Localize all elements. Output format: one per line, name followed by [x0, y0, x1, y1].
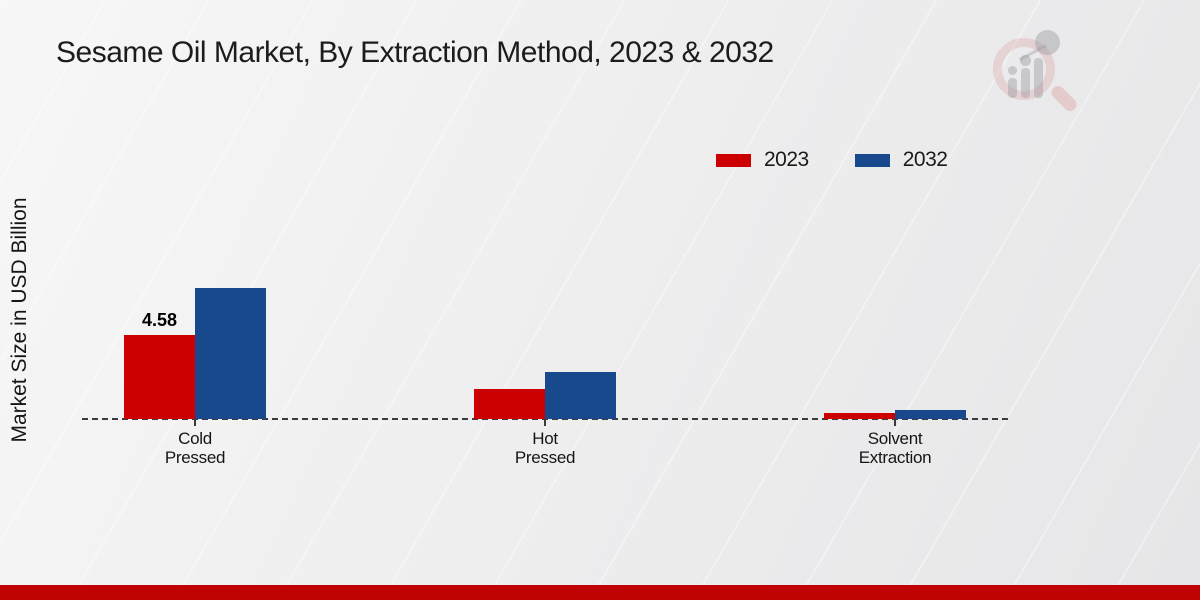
legend-label-2032: 2032 [902, 148, 948, 171]
category-label-cold-pressed: Cold Pressed [95, 429, 295, 467]
legend-label-2023: 2023 [764, 148, 809, 171]
axis-tick [894, 420, 896, 426]
logo-magnifier-ring [993, 38, 1055, 100]
logo-bar-tall [1034, 58, 1043, 98]
footer-red-band [0, 585, 1200, 600]
bar-cold-pressed-2023 [124, 335, 195, 419]
category-label-line2: Extraction [858, 448, 932, 467]
magnifier-bar-chart-logo-icon [993, 26, 1085, 118]
logo-bar-medium [1021, 68, 1030, 98]
logo-dot-large [1035, 30, 1060, 55]
category-label-solvent-extraction: Solvent Extraction [795, 429, 995, 467]
chart-title: Sesame Oil Market, By Extraction Method,… [56, 36, 774, 69]
axis-tick [544, 420, 546, 426]
bar-solvent-extraction-2032 [895, 409, 966, 419]
x-axis-baseline [82, 418, 1008, 420]
bar-cold-pressed-2032 [195, 288, 266, 419]
axis-tick [194, 420, 196, 426]
logo-dot-medium [1020, 55, 1031, 66]
category-label-line1: Cold [178, 429, 212, 448]
category-label-line1: Hot [532, 429, 558, 448]
category-label-line2: Pressed [164, 448, 226, 467]
bar-hot-pressed-2032 [545, 372, 616, 419]
bar-hot-pressed-2023 [474, 389, 545, 419]
legend: 2023 2032 [716, 148, 948, 172]
category-label-hot-pressed: Hot Pressed [445, 429, 645, 467]
logo-dot-small [1008, 66, 1017, 75]
logo-bar-small [1008, 78, 1017, 98]
legend-swatch-2023 [716, 153, 751, 167]
category-label-line1: Solvent [867, 429, 923, 448]
legend-swatch-2032 [854, 153, 890, 167]
legend-item-2032: 2032 [854, 148, 948, 172]
bar-solvent-extraction-2023 [824, 413, 895, 419]
category-label-line2: Pressed [514, 448, 576, 467]
data-label-cold-pressed-2023: 4.58 [141, 310, 178, 331]
legend-item-2023: 2023 [716, 148, 809, 172]
